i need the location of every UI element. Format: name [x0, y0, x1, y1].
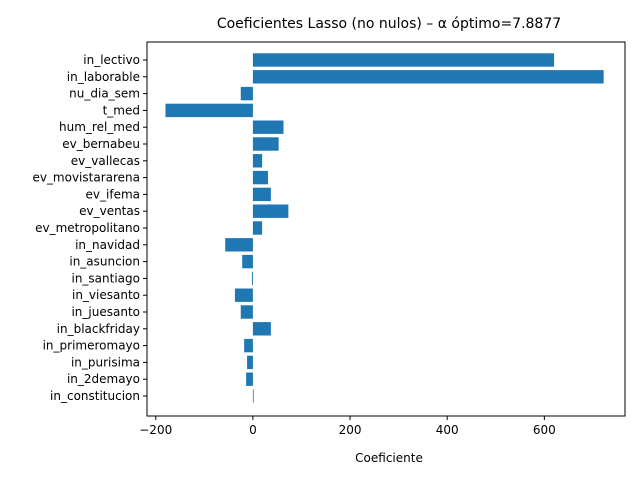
- bar-in-2demayo: [246, 372, 253, 386]
- bar-in-blackfriday: [252, 322, 271, 336]
- y-tick-label-ev-vallecas: ev_vallecas: [71, 154, 140, 168]
- y-tick-label-ev-ifema: ev_ifema: [86, 187, 140, 201]
- bar-ev-movistararena: [252, 170, 268, 185]
- chart-title: Coeficientes Lasso (no nulos) – α óptimo…: [217, 16, 561, 32]
- bar-in-navidad: [225, 238, 253, 252]
- bar-ev-metropolitano: [252, 221, 263, 235]
- bar-hum-rel-med: [252, 120, 284, 134]
- y-tick-label-ev-metropolitano: ev_metropolitano: [35, 221, 140, 235]
- x-tick-label: 0: [249, 423, 257, 437]
- y-tick-label-ev-ventas: ev_ventas: [79, 204, 140, 218]
- bar-in-lectivo: [252, 53, 555, 67]
- bar-t-med: [165, 103, 253, 118]
- x-tick-label: −200: [139, 423, 172, 437]
- bar-ev-ventas: [252, 204, 289, 218]
- bar-ev-bernabeu: [252, 137, 279, 151]
- bars-group: [165, 53, 604, 403]
- y-tick-label-in-blackfriday: in_blackfriday: [57, 322, 140, 336]
- y-tick-label-ev-movistararena: ev_movistararena: [32, 171, 140, 185]
- y-tick-label-ev-bernabeu: ev_bernabeu: [62, 137, 140, 151]
- bar-ev-ifema: [252, 187, 271, 202]
- y-tick-label-t-med: t_med: [103, 103, 140, 117]
- y-tick-label-in-primeromayo: in_primeromayo: [43, 339, 140, 353]
- x-tick-label: 400: [436, 423, 459, 437]
- bar-in-asuncion: [242, 254, 253, 269]
- x-tick-label: 200: [339, 423, 362, 437]
- y-tick-label-in-constitucion: in_constitucion: [50, 389, 140, 403]
- bar-in-santiago: [251, 271, 253, 286]
- y-tick-label-in-lectivo: in_lectivo: [83, 53, 140, 67]
- x-axis-ticks: −200 0 200 400 600: [139, 416, 556, 437]
- x-tick-label: 600: [533, 423, 556, 437]
- bar-nu-dia-sem: [240, 86, 253, 101]
- bar-in-constitucion: [252, 389, 254, 403]
- y-tick-label-in-navidad: in_navidad: [75, 238, 140, 252]
- bar-in-primeromayo: [244, 338, 253, 353]
- bar-ev-vallecas: [252, 154, 263, 168]
- bar-in-juesanto: [240, 305, 253, 319]
- plot-frame: [146, 41, 626, 417]
- bar-in-purisima: [247, 355, 253, 370]
- y-tick-label-in-2demayo: in_2demayo: [67, 372, 140, 386]
- y-tick-label-in-juesanto: in_juesanto: [71, 305, 140, 319]
- x-axis-label: Coeficiente: [355, 451, 423, 465]
- bar-in-viesanto: [234, 288, 253, 302]
- y-tick-label-nu-dia-sem: nu_dia_sem: [69, 87, 140, 101]
- bar-in-laborable: [252, 70, 604, 84]
- y-tick-label-in-viesanto: in_viesanto: [72, 288, 140, 302]
- y-tick-label-in-laborable: in_laborable: [67, 70, 140, 84]
- y-tick-label-in-santiago: in_santiago: [71, 271, 140, 285]
- y-tick-label-in-asuncion: in_asuncion: [69, 255, 140, 269]
- y-axis-ticks: in_lectivo in_laborable nu_dia_sem t_medhum…: [32, 53, 147, 403]
- y-tick-label-hum-rel-med: hum_rel_med: [59, 120, 140, 134]
- y-tick-label-in-purisima: in_purisima: [71, 355, 140, 369]
